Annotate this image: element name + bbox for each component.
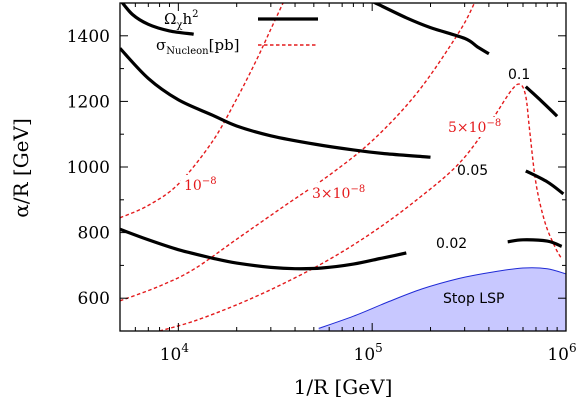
relic-label-0-1: 0.1 xyxy=(508,67,530,83)
relic-curve-0-1-segment-2 xyxy=(371,3,490,56)
legend-label-2: σNucleon[pb] xyxy=(156,36,240,57)
sigma-label-5-10-8: 5×10−8 xyxy=(448,118,501,136)
y-tick-label: 1000 xyxy=(67,158,110,178)
relic-curve-0-1-segment-1 xyxy=(120,3,194,36)
sigma-label-10-8: 10−8 xyxy=(184,176,217,194)
stop-lsp-boundary xyxy=(318,267,566,329)
y-tick-label: 600 xyxy=(78,289,110,309)
x-tick-label: 105 xyxy=(354,341,383,365)
relic-curve-0-1-segment-3 xyxy=(524,85,559,118)
sigma-label-background xyxy=(181,175,220,195)
relic-label-0-02: 0.02 xyxy=(436,236,467,252)
y-axis-label: α/R [GeV] xyxy=(9,118,33,218)
stop-lsp-region xyxy=(318,267,566,331)
relic-curve-0-02-segment-1 xyxy=(120,227,407,271)
sigma-label-3-10-8: 3×10−8 xyxy=(312,184,365,202)
sigma-label-background xyxy=(309,183,369,203)
legend: Ωχh2 σNucleon[pb] xyxy=(156,9,318,57)
y-tick-label: 1400 xyxy=(67,27,110,47)
axes: 104 105 106 600 800 1000 1200 1400 1/R [GeV] α/R … xyxy=(9,2,577,399)
relic-label-0-05: 0.05 xyxy=(457,163,488,179)
relic-density-layer xyxy=(120,3,565,271)
x-tick-label: 104 xyxy=(160,341,190,365)
relic-curve-0-05-segment-1 xyxy=(120,47,431,159)
relic-curve-0-02-segment-2 xyxy=(507,238,563,248)
sigma-curve-10-8 xyxy=(120,3,284,219)
sigma-label-background xyxy=(445,117,505,137)
y-tick-label: 800 xyxy=(78,224,110,244)
x-axis-label: 1/R [GeV] xyxy=(294,375,393,399)
x-tick-label: 106 xyxy=(547,341,576,365)
relic-curve-0-05-segment-2 xyxy=(525,169,565,196)
region-layer xyxy=(318,267,566,331)
curve-label-layer: Stop LSP 0.02 0.05 0.1 10−8 3×10−8 5×10−8 xyxy=(181,67,530,307)
legend-label-1: Ωχh2 xyxy=(164,9,199,31)
stop-lsp-label: Stop LSP xyxy=(443,291,504,307)
y-tick-label: 1200 xyxy=(67,92,110,112)
